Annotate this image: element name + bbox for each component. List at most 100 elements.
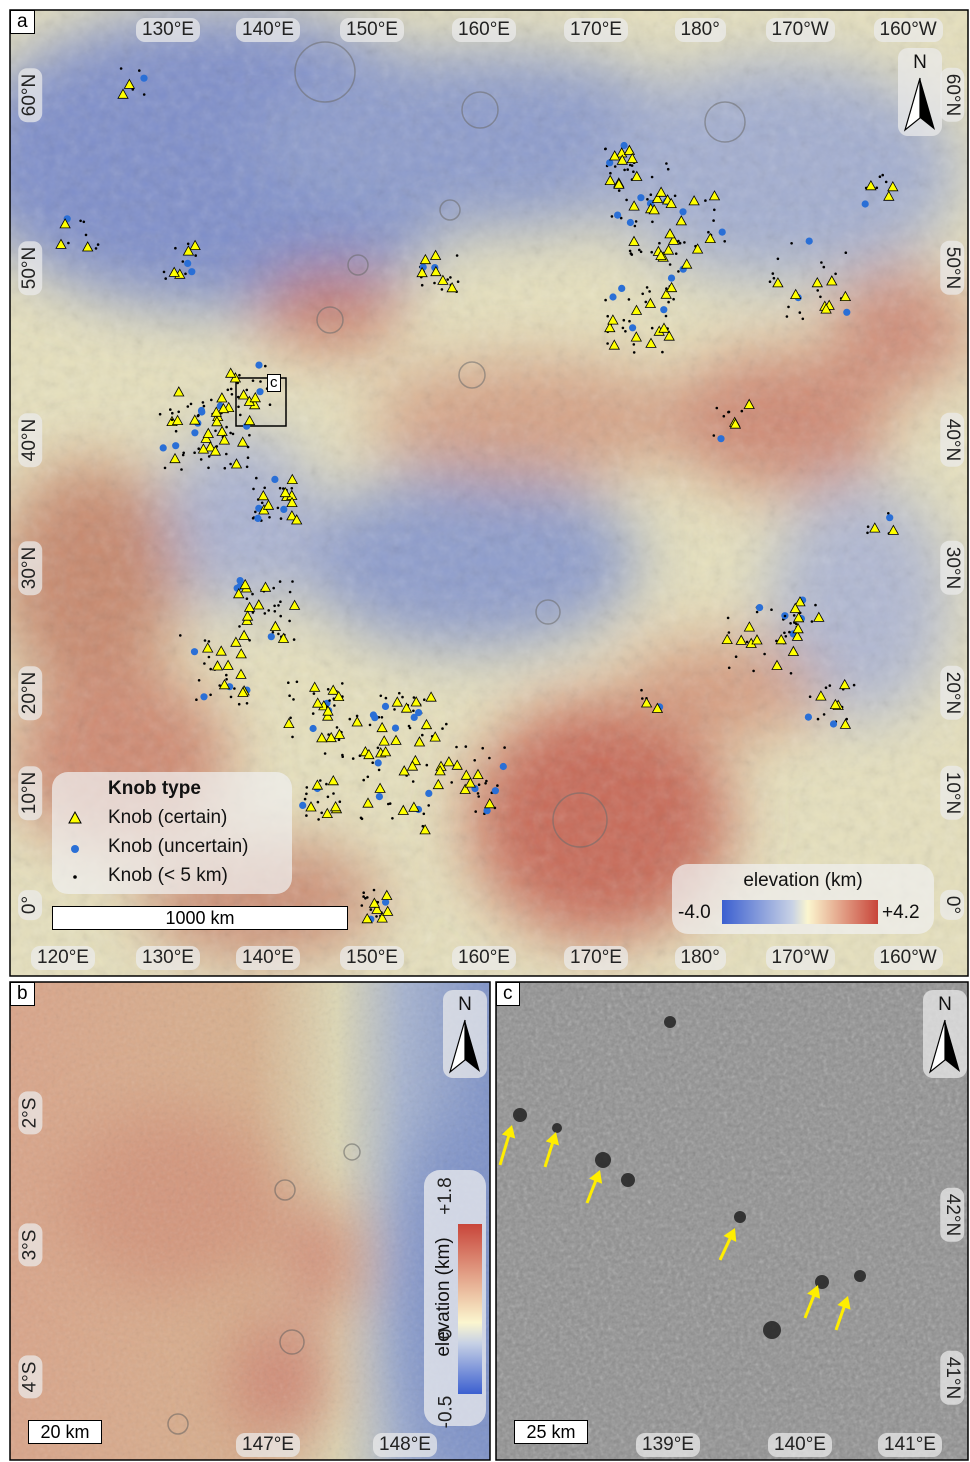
knob-small bbox=[727, 410, 731, 414]
knob-small bbox=[722, 414, 726, 418]
knob-certain bbox=[123, 78, 136, 89]
knob-certain bbox=[259, 581, 272, 592]
knob-small bbox=[209, 693, 212, 697]
knob-small bbox=[290, 487, 294, 490]
knob-small bbox=[810, 620, 814, 623]
knob-certain bbox=[262, 499, 275, 510]
knob-small bbox=[341, 755, 345, 758]
pointer-arrow-head bbox=[501, 1125, 516, 1139]
knob-certain bbox=[628, 235, 640, 246]
knob-small bbox=[887, 512, 890, 515]
knob-small bbox=[617, 189, 621, 192]
knob-small bbox=[768, 280, 772, 284]
knob-certain bbox=[209, 445, 222, 456]
knob-certain bbox=[217, 402, 230, 414]
knob-uncertain bbox=[267, 633, 275, 641]
north-arrows: N N N bbox=[443, 48, 967, 1078]
knob-certain bbox=[472, 768, 484, 779]
knob-small bbox=[734, 655, 738, 658]
legend-symbol bbox=[68, 810, 82, 824]
knob-small bbox=[291, 735, 294, 739]
knob-small bbox=[326, 688, 330, 691]
knob-small bbox=[181, 453, 185, 457]
pointer-arrow-head bbox=[837, 1296, 851, 1310]
inset-box bbox=[235, 377, 287, 427]
knob-small bbox=[292, 638, 296, 641]
legend-symbol bbox=[73, 875, 77, 879]
panel-frame bbox=[9, 9, 969, 977]
knob-uncertain bbox=[410, 713, 418, 722]
knob-small bbox=[194, 254, 197, 257]
knob-certain bbox=[283, 717, 295, 728]
knob-uncertain bbox=[191, 429, 199, 437]
coordinate-label: 140°E bbox=[768, 1433, 832, 1457]
knob-certain bbox=[376, 721, 388, 733]
knob-small bbox=[237, 702, 241, 706]
knob-small bbox=[604, 298, 607, 302]
coordinate-label: 20°N bbox=[18, 665, 43, 721]
knob-small bbox=[606, 314, 609, 318]
knob-certain bbox=[771, 659, 783, 670]
knob-uncertain bbox=[804, 713, 813, 721]
knob-small bbox=[784, 635, 788, 638]
knob-certain bbox=[211, 660, 224, 671]
knob-small bbox=[164, 277, 167, 280]
knob-small bbox=[828, 684, 832, 687]
knob-small bbox=[649, 193, 653, 196]
knob-small bbox=[245, 702, 249, 705]
image-mosaic bbox=[496, 982, 968, 1460]
colorbar-ramp bbox=[458, 1224, 482, 1394]
knob-small bbox=[311, 712, 315, 715]
knob-small bbox=[641, 697, 644, 700]
knob-small bbox=[625, 198, 628, 202]
knob-small bbox=[398, 691, 401, 695]
knob-uncertain bbox=[861, 200, 869, 208]
knob-small bbox=[641, 292, 644, 296]
knob-small bbox=[412, 696, 416, 699]
knob-small bbox=[484, 782, 487, 785]
knob-small bbox=[323, 752, 327, 755]
knob-small bbox=[456, 280, 460, 284]
knob-certain bbox=[675, 215, 687, 226]
knob-small bbox=[632, 351, 636, 354]
panel-frame bbox=[495, 981, 969, 1461]
coordinate-label: 150°E bbox=[340, 946, 404, 970]
knob-small bbox=[633, 224, 637, 228]
knob-certain bbox=[361, 912, 373, 924]
knob-certain bbox=[464, 777, 476, 788]
knob-small bbox=[450, 781, 454, 784]
knob-small bbox=[369, 908, 373, 911]
knob-small bbox=[628, 319, 631, 323]
knob-small bbox=[225, 678, 228, 681]
knob-certain bbox=[257, 489, 269, 501]
knob-small bbox=[623, 168, 626, 172]
knob-certain bbox=[655, 249, 667, 261]
knob-small bbox=[328, 699, 331, 702]
north-arrow bbox=[920, 78, 935, 130]
knob-small bbox=[672, 297, 675, 301]
knob-certain bbox=[644, 297, 657, 308]
knob-small bbox=[801, 317, 805, 321]
colorbar: elevation (km) bbox=[424, 1170, 486, 1426]
knob-small bbox=[609, 171, 612, 175]
knob-uncertain bbox=[829, 720, 838, 728]
knob-small bbox=[422, 812, 426, 816]
knob-certain bbox=[215, 645, 227, 656]
knob-small bbox=[364, 897, 367, 900]
knob-small bbox=[372, 888, 376, 892]
knob-uncertain bbox=[374, 759, 382, 767]
knob-small bbox=[425, 763, 429, 767]
knob-certain bbox=[169, 452, 181, 464]
knob-certain bbox=[604, 174, 616, 186]
coordinate-label: 2°S bbox=[17, 1091, 42, 1135]
knob-uncertain bbox=[614, 211, 622, 219]
knob-small bbox=[246, 456, 250, 460]
knob-small bbox=[218, 684, 221, 687]
knob-small bbox=[677, 239, 680, 243]
knob-small bbox=[488, 756, 491, 760]
knob-certain bbox=[665, 197, 677, 209]
knob-small bbox=[287, 681, 290, 684]
knob-small bbox=[316, 800, 320, 804]
knob-certain bbox=[173, 386, 185, 397]
